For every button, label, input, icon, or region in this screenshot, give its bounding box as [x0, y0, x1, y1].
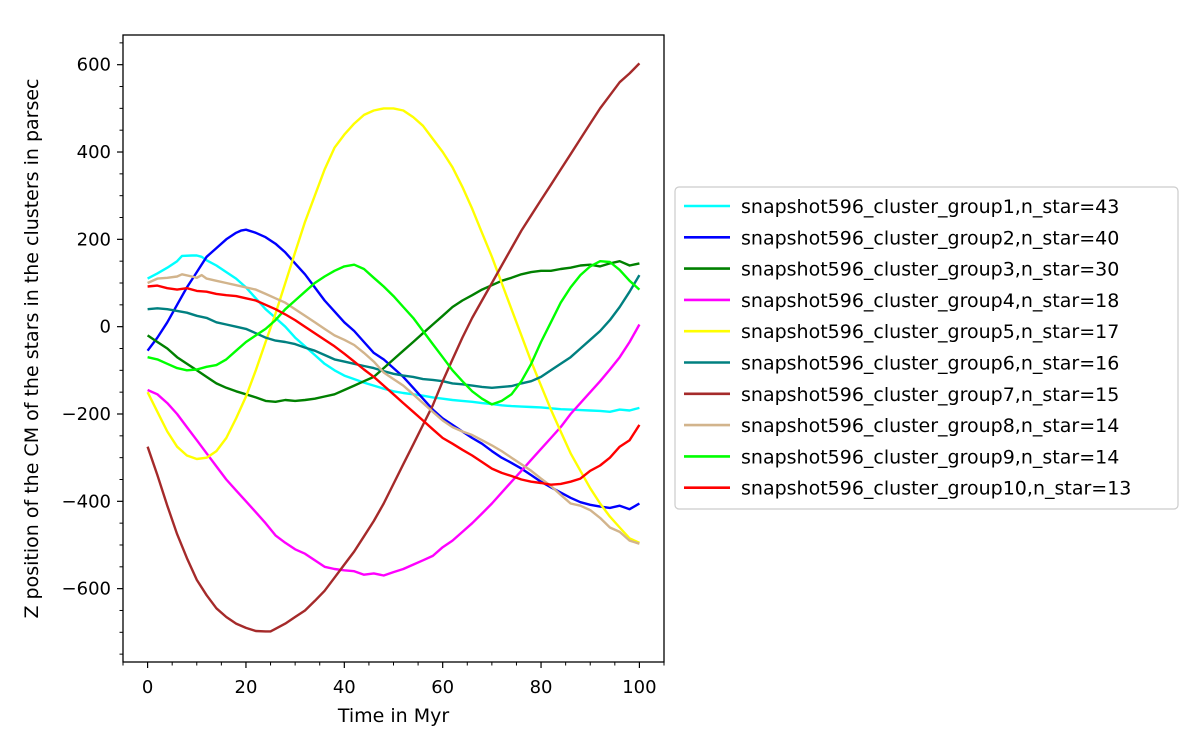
legend: snapshot596_cluster_group1,n_star=43snap…: [674, 186, 1179, 510]
series-line-10: [147, 284, 641, 486]
series-line-1: [147, 254, 640, 413]
y-tick-label: −600: [62, 579, 111, 600]
legend-label-10: snapshot596_cluster_group10,n_star=13: [741, 478, 1131, 500]
legend-box: [674, 186, 1179, 510]
series-line-6: [147, 274, 641, 389]
y-tick-label: 600: [77, 55, 111, 76]
series-line-7: [146, 62, 641, 633]
y-tick-label: −400: [62, 491, 111, 512]
legend-label-8: snapshot596_cluster_group8,n_star=14: [741, 415, 1119, 437]
legend-label-3: snapshot596_cluster_group3,n_star=30: [741, 259, 1119, 281]
legend-label-5: snapshot596_cluster_group5,n_star=17: [741, 321, 1119, 343]
series-line-9: [147, 260, 641, 406]
legend-label-6: snapshot596_cluster_group6,n_star=16: [741, 353, 1119, 375]
y-tick-label: 400: [77, 142, 111, 163]
legend-label-4: snapshot596_cluster_group4,n_star=18: [741, 290, 1119, 312]
x-tick-label: 80: [530, 677, 553, 698]
series-line-8: [147, 273, 640, 545]
series-line-2: [146, 228, 641, 511]
x-axis-label: Time in Myr: [337, 705, 450, 727]
series-line-5: [146, 107, 640, 544]
y-tick-label: 200: [77, 229, 111, 250]
plot-frame: [122, 34, 665, 663]
series-line-4: [147, 323, 641, 577]
series-lines: [146, 62, 641, 633]
x-tick-label: 0: [142, 677, 153, 698]
y-axis: −600 −400 −200 0 200 400 600: [62, 42, 123, 655]
legend-label-1: snapshot596_cluster_group1,n_star=43: [741, 196, 1119, 218]
x-tick-label: 20: [235, 677, 258, 698]
x-tick-label: 60: [431, 677, 454, 698]
y-tick-label: 0: [100, 317, 111, 338]
y-axis-label: Z position of the CM of the stars in the…: [21, 79, 43, 619]
legend-label-2: snapshot596_cluster_group2,n_star=40: [741, 227, 1119, 249]
x-tick-label: 100: [622, 677, 656, 698]
x-axis: 0 20 40 60 80 100: [122, 662, 665, 698]
x-tick-label: 40: [333, 677, 356, 698]
legend-label-7: snapshot596_cluster_group7,n_star=15: [741, 384, 1119, 406]
series-line-3: [146, 260, 640, 403]
legend-label-9: snapshot596_cluster_group9,n_star=14: [741, 446, 1119, 468]
y-tick-label: −200: [62, 404, 111, 425]
